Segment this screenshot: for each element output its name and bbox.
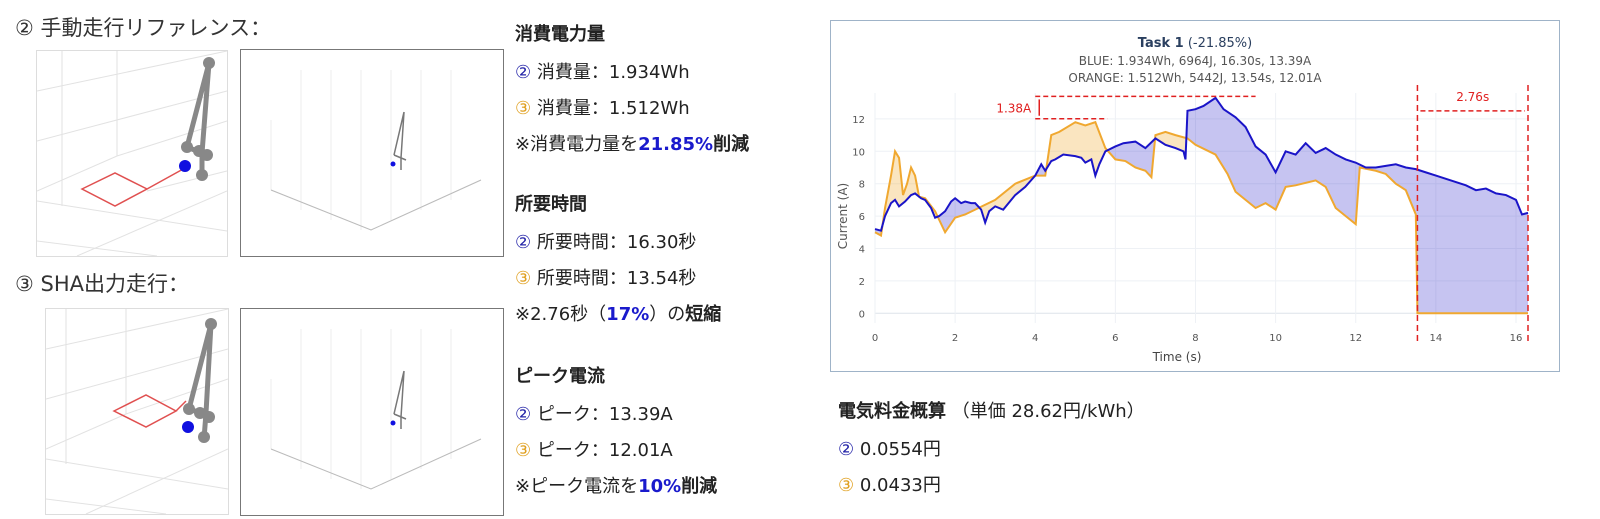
reference-run-title: ② 手動走行リファレンス： xyxy=(15,16,272,40)
y-tick-label: 4 xyxy=(859,244,865,255)
x-tick-label: 16 xyxy=(1510,333,1523,344)
reference-3d-replay-plot xyxy=(240,49,504,257)
x-tick-label: 10 xyxy=(1269,333,1282,344)
time-note-end: 短縮 xyxy=(685,304,722,325)
y-tick-label: 8 xyxy=(859,180,865,191)
robot-replay-figure xyxy=(270,70,482,231)
mark-3: ③ xyxy=(515,268,532,289)
peak-heading: ピーク電流 xyxy=(515,366,605,387)
chart-subtitle-blue: BLUE: 1.934Wh, 6964J, 16.30s, 13.39A xyxy=(1079,54,1312,68)
mark-2: ② xyxy=(515,404,532,425)
time-note: ※2.76秒（ xyxy=(515,304,607,325)
energy-heading: 消費電力量 xyxy=(515,24,605,45)
cost-unit: （単価 28.62円/kWh） xyxy=(951,401,1145,422)
time-heading: 所要時間 xyxy=(515,194,587,215)
y-tick-label: 10 xyxy=(852,147,865,158)
peak-note: ※ピーク電流を xyxy=(515,476,639,497)
x-tick-label: 4 xyxy=(1032,333,1038,344)
x-tick-label: 6 xyxy=(1112,333,1118,344)
reference-3d-closeup xyxy=(36,50,228,257)
y-axis-label: Current (A) xyxy=(836,183,850,249)
current-chart-svg: Task 1 (-21.85%) BLUE: 1.934Wh, 6964J, 1… xyxy=(836,36,1529,364)
peak-ref: ピーク：13.39A xyxy=(536,404,673,425)
cost-ref: 0.0554円 xyxy=(859,439,941,460)
energy-reduction: 21.85% xyxy=(638,134,714,155)
peak-sha: ピーク：12.01A xyxy=(536,440,673,461)
current-chart: Task 1 (-21.85%) BLUE: 1.934Wh, 6964J, 1… xyxy=(830,20,1560,372)
series-line-blue xyxy=(874,96,1529,232)
robot-closeup-figure xyxy=(36,50,228,257)
energy-ref: 消費量：1.934Wh xyxy=(536,62,690,83)
y-tick-label: 0 xyxy=(859,309,865,320)
cost-heading: 電気料金概算 xyxy=(838,401,946,422)
peak-note-end: 削減 xyxy=(681,476,718,497)
peak-section: ピーク電流 ② ピーク：13.39A ③ ピーク：12.01A ※ピーク電流を1… xyxy=(515,362,717,498)
sha-3d-replay-plot xyxy=(240,308,504,516)
chart-title: Task 1 (-21.85%) xyxy=(1138,36,1252,51)
y-tick-label: 12 xyxy=(852,115,865,126)
energy-note-end: 削減 xyxy=(713,134,750,155)
x-axis-label: Time (s) xyxy=(1152,350,1202,364)
sha-3d-closeup xyxy=(45,308,229,515)
time-section: 所要時間 ② 所要時間：16.30秒 ③ 所要時間：13.54秒 ※2.76秒（… xyxy=(515,190,721,326)
time-note-mid: ）の xyxy=(649,304,686,325)
x-tick-label: 2 xyxy=(952,333,958,344)
mark-3: ③ xyxy=(515,98,532,119)
mark-3: ③ xyxy=(515,440,532,461)
cost-sha: 0.0433円 xyxy=(859,475,941,496)
time-diff-label: 2.76s xyxy=(1456,90,1489,104)
y-tick-label: 2 xyxy=(859,277,865,288)
time-ref: 所要時間：16.30秒 xyxy=(536,232,697,253)
time-reduction: 17% xyxy=(606,304,650,325)
mark-2: ② xyxy=(515,232,532,253)
chart-title-suffix: (-21.85%) xyxy=(1188,36,1252,51)
x-tick-label: 8 xyxy=(1192,333,1198,344)
robot-replay-figure xyxy=(270,329,482,490)
peak-diff-label: 1.38A xyxy=(996,102,1032,116)
sha-run-title: ③ SHA出力走行： xyxy=(15,272,189,296)
x-tick-label: 14 xyxy=(1429,333,1442,344)
series-line-orange xyxy=(874,120,1528,315)
mark-3: ③ xyxy=(838,475,855,496)
cost-section: 電気料金概算 （単価 28.62円/kWh） ② 0.0554円 ③ 0.043… xyxy=(838,397,1145,497)
peak-reduction: 10% xyxy=(638,476,682,497)
mark-2: ② xyxy=(838,439,855,460)
y-tick-label: 6 xyxy=(859,212,865,223)
time-sha: 所要時間：13.54秒 xyxy=(536,268,697,289)
energy-sha: 消費量：1.512Wh xyxy=(536,98,690,119)
chart-subtitle-orange: ORANGE: 1.512Wh, 5442J, 13.54s, 12.01A xyxy=(1068,71,1322,85)
x-tick-label: 0 xyxy=(872,333,878,344)
mark-2: ② xyxy=(515,62,532,83)
robot-closeup-figure xyxy=(45,308,229,515)
energy-section: 消費電力量 ② 消費量：1.934Wh ③ 消費量：1.512Wh ※消費電力量… xyxy=(515,20,749,156)
energy-note: ※消費電力量を xyxy=(515,134,639,155)
x-tick-label: 12 xyxy=(1349,333,1362,344)
chart-title-main: Task 1 xyxy=(1138,36,1184,51)
